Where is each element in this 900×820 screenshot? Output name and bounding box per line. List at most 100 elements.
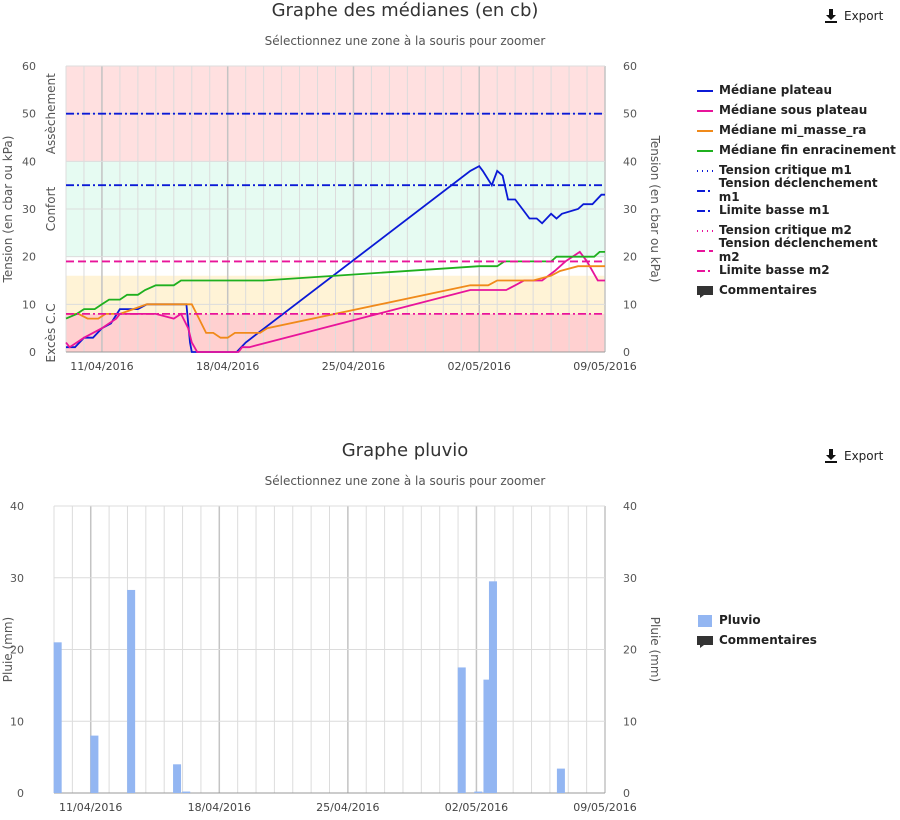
y-tick-label-right: 20 [623, 644, 637, 657]
legend-swatch [696, 85, 714, 95]
legend-label: Pluvio [719, 613, 761, 627]
chart-subtitle: Sélectionnez une zone à la souris pour z… [264, 474, 546, 488]
legend-item[interactable]: Commentaires [696, 280, 900, 300]
legend-swatch [696, 265, 714, 275]
zone-label: Excès C.C [44, 303, 58, 362]
rain-bar [173, 764, 182, 793]
y-tick-label-right: 0 [623, 346, 630, 359]
y-tick-label-left: 10 [10, 715, 24, 728]
x-tick-label: 11/04/2016 [59, 801, 122, 814]
download-icon [825, 449, 837, 463]
zone-label: Assèchement [44, 73, 58, 154]
legend-item[interactable]: Pluvio [696, 610, 817, 630]
comment-icon [696, 635, 714, 648]
legend-item[interactable]: Médiane fin enracinement [696, 140, 900, 160]
x-tick-label: 18/04/2016 [188, 801, 251, 814]
x-tick-label: 09/05/2016 [573, 801, 636, 814]
rain-chart-panel: Graphe pluvio Sélectionnez une zone à la… [0, 440, 900, 820]
median-chart-legend: Médiane plateau Médiane sous plateau Média… [696, 80, 900, 300]
y-axis-title-right: Tension (en cbar ou kPa) [648, 135, 662, 283]
legend-item[interactable]: Tension déclenchement m2 [696, 236, 900, 264]
legend-item[interactable]: Tension déclenchement m1 [696, 176, 900, 204]
y-tick-label-left: 0 [17, 787, 24, 800]
legend-swatch [696, 145, 714, 155]
comment-icon [696, 285, 714, 298]
rain-bar [483, 679, 492, 793]
y-tick-label-left: 0 [29, 346, 36, 359]
y-tick-label-left: 20 [10, 644, 24, 657]
chart-title: Graphe des médianes (en cb) [271, 0, 539, 21]
legend-item[interactable]: Tension critique m2 [696, 220, 900, 240]
rain-bar [182, 791, 191, 793]
rain-bar [488, 581, 497, 793]
y-tick-label-right: 40 [623, 500, 637, 513]
chart-title: Graphe pluvio [341, 440, 469, 461]
legend-swatch [696, 225, 714, 235]
x-tick-label: 18/04/2016 [196, 360, 259, 373]
series-line [66, 164, 605, 353]
rain-bar [53, 642, 62, 793]
export-label: Export [844, 449, 884, 463]
x-tick-label: 02/05/2016 [448, 360, 511, 373]
legend-swatch [696, 125, 714, 135]
rain-chart-legend: Pluvio Commentaires [696, 610, 817, 650]
series-line [65, 250, 605, 320]
series-line [65, 250, 605, 353]
legend-swatch [696, 205, 714, 215]
y-tick-label-right: 10 [623, 298, 637, 311]
download-icon [825, 9, 837, 23]
y-tick-label-right: 40 [623, 155, 637, 168]
legend-label: Tension déclenchement m1 [718, 176, 878, 204]
legend-swatch [696, 105, 714, 115]
legend-swatch [696, 185, 714, 195]
y-tick-label-right: 0 [623, 787, 630, 800]
y-tick-label-left: 10 [22, 298, 36, 311]
x-tick-label: 09/05/2016 [573, 360, 636, 373]
export-label: Export [844, 9, 884, 23]
y-tick-label-left: 40 [22, 155, 36, 168]
legend-item[interactable]: Médiane plateau [696, 80, 900, 100]
x-tick-label: 25/04/2016 [316, 801, 379, 814]
rain-bar [474, 791, 483, 793]
y-axis-title-left: Pluie (mm) [1, 617, 15, 682]
median-chart-panel: Graphe des médianes (en cb) Sélectionnez… [0, 0, 900, 400]
legend-label: Médiane mi_masse_ra [719, 123, 867, 137]
y-tick-label-left: 30 [10, 572, 24, 585]
legend-label: Commentaires [719, 283, 817, 297]
rain-chart-plot[interactable]: 0 0 10 10 20 20 30 30 40 40 11/04/2016 18/04/2016 25… [0, 440, 690, 820]
legend-item[interactable]: Limite basse m2 [696, 260, 900, 280]
legend-label: Médiane fin enracinement [719, 143, 896, 157]
x-tick-label: 25/04/2016 [322, 360, 385, 373]
y-tick-label-right: 10 [623, 715, 637, 728]
legend-swatch [696, 165, 714, 175]
y-tick-label-right: 30 [623, 572, 637, 585]
y-tick-label-left: 20 [22, 251, 36, 264]
rain-bar [556, 768, 565, 793]
legend-swatch [696, 245, 714, 255]
legend-label: Médiane plateau [719, 83, 833, 97]
legend-item[interactable]: Tension critique m1 [696, 160, 900, 180]
y-tick-label-right: 30 [623, 203, 637, 216]
legend-item[interactable]: Médiane mi_masse_ra [696, 120, 900, 140]
y-axis-title-left: Tension (en cbar ou kPa) [1, 136, 15, 284]
legend-item[interactable]: Limite basse m1 [696, 200, 900, 220]
y-tick-label-left: 50 [22, 108, 36, 121]
legend-label: Tension critique m1 [719, 163, 852, 177]
legend-label: Tension critique m2 [719, 223, 852, 237]
rain-bar [127, 589, 136, 793]
legend-label: Médiane sous plateau [719, 103, 868, 117]
x-tick-label: 02/05/2016 [445, 801, 508, 814]
legend-swatch [696, 615, 714, 627]
y-axis-title-right: Pluie (mm) [648, 617, 662, 682]
grid [53, 505, 606, 794]
legend-item[interactable]: Médiane sous plateau [696, 100, 900, 120]
legend-item[interactable]: Commentaires [696, 630, 817, 650]
export-button[interactable]: Export [823, 448, 883, 464]
y-tick-label-left: 30 [22, 203, 36, 216]
zone-label: Confort [44, 186, 58, 231]
legend-label: Tension déclenchement m2 [718, 236, 878, 264]
y-tick-label-right: 20 [623, 251, 637, 264]
median-chart-plot[interactable]: Assèchement Confort Excès C.C 0 0 10 10 20 20 30 3… [0, 0, 690, 400]
legend-label: Limite basse m2 [719, 263, 830, 277]
export-button[interactable]: Export [823, 8, 883, 24]
